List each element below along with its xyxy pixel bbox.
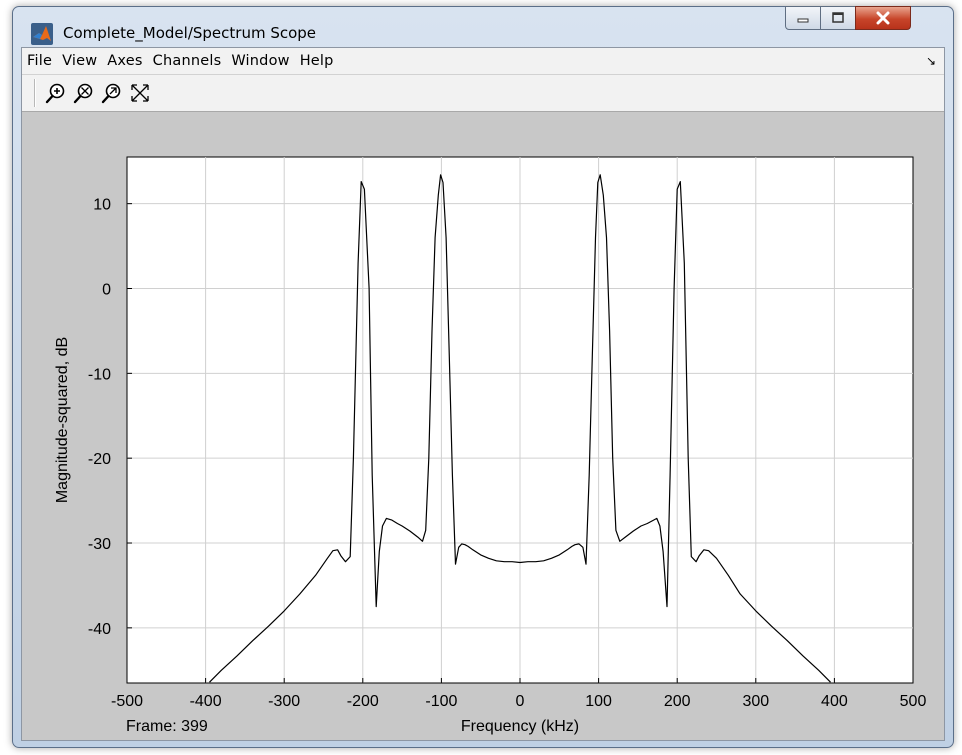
plot-area: -500 -400 -300 -200 -100 0 100 200 300 400 500 -40-… [22, 111, 944, 740]
close-button[interactable] [855, 6, 911, 30]
menu-axes[interactable]: Axes [107, 53, 143, 69]
x-tick-label: -500 [111, 693, 143, 710]
autoscale-icon[interactable] [128, 81, 152, 105]
matlab-logo-icon [31, 23, 53, 45]
menu-channels[interactable]: Channels [152, 53, 222, 69]
scope-window: Complete_Model/Spectrum Scope File View … [12, 6, 954, 748]
x-tick-label: 100 [585, 693, 612, 710]
figure-client-area: File View Axes Channels Window Help ↘ [21, 47, 945, 741]
maximize-icon [832, 12, 844, 23]
y-tick-label: -40 [88, 621, 111, 638]
x-tick-label: -300 [268, 693, 300, 710]
menu-bar: File View Axes Channels Window Help ↘ [22, 48, 944, 75]
window-title: Complete_Model/Spectrum Scope [63, 24, 317, 42]
y-tick-label: -30 [88, 536, 111, 553]
maximize-button[interactable] [820, 6, 856, 30]
toolbar-separator [34, 79, 36, 107]
y-tick-label: 0 [102, 282, 111, 299]
minimize-icon [797, 18, 809, 23]
zoom-y-icon[interactable] [100, 81, 124, 105]
x-axis-label: Frequency (kHz) [461, 718, 579, 735]
menu-file[interactable]: File [27, 53, 53, 69]
title-bar[interactable]: Complete_Model/Spectrum Scope [13, 6, 953, 47]
y-axis-label: Magnitude-squared, dB [54, 337, 71, 503]
toolbar [22, 75, 944, 112]
menu-help[interactable]: Help [299, 53, 334, 69]
x-tick-label: -400 [190, 693, 222, 710]
x-tick-label: 0 [516, 693, 525, 710]
y-tick-label: 10 [93, 197, 111, 214]
x-tick-label: -200 [347, 693, 379, 710]
undock-arrow-icon[interactable]: ↘ [925, 54, 936, 68]
x-tick-label: 300 [742, 693, 769, 710]
y-tick-label: -10 [88, 366, 111, 383]
axis-ticks: -500 -400 -300 -200 -100 0 100 200 300 400 500-40-… [88, 197, 927, 710]
x-tick-label: -100 [425, 693, 457, 710]
menu-view[interactable]: View [62, 53, 98, 69]
zoom-x-icon[interactable] [72, 81, 96, 105]
zoom-in-icon[interactable] [44, 81, 68, 105]
spectrum-trace [209, 174, 831, 683]
y-tick-label: -20 [88, 451, 111, 468]
close-icon [876, 11, 890, 25]
frame-counter: Frame: 399 [126, 718, 208, 735]
spectrum-plot[interactable]: -500 -400 -300 -200 -100 0 100 200 300 400 500-40-… [22, 111, 944, 740]
x-tick-label: 200 [664, 693, 691, 710]
menu-window[interactable]: Window [231, 53, 290, 69]
grid-lines [127, 157, 913, 683]
x-tick-label: 400 [821, 693, 848, 710]
x-tick-label: 500 [900, 693, 927, 710]
series-line [209, 174, 831, 683]
minimize-button[interactable] [785, 6, 821, 30]
